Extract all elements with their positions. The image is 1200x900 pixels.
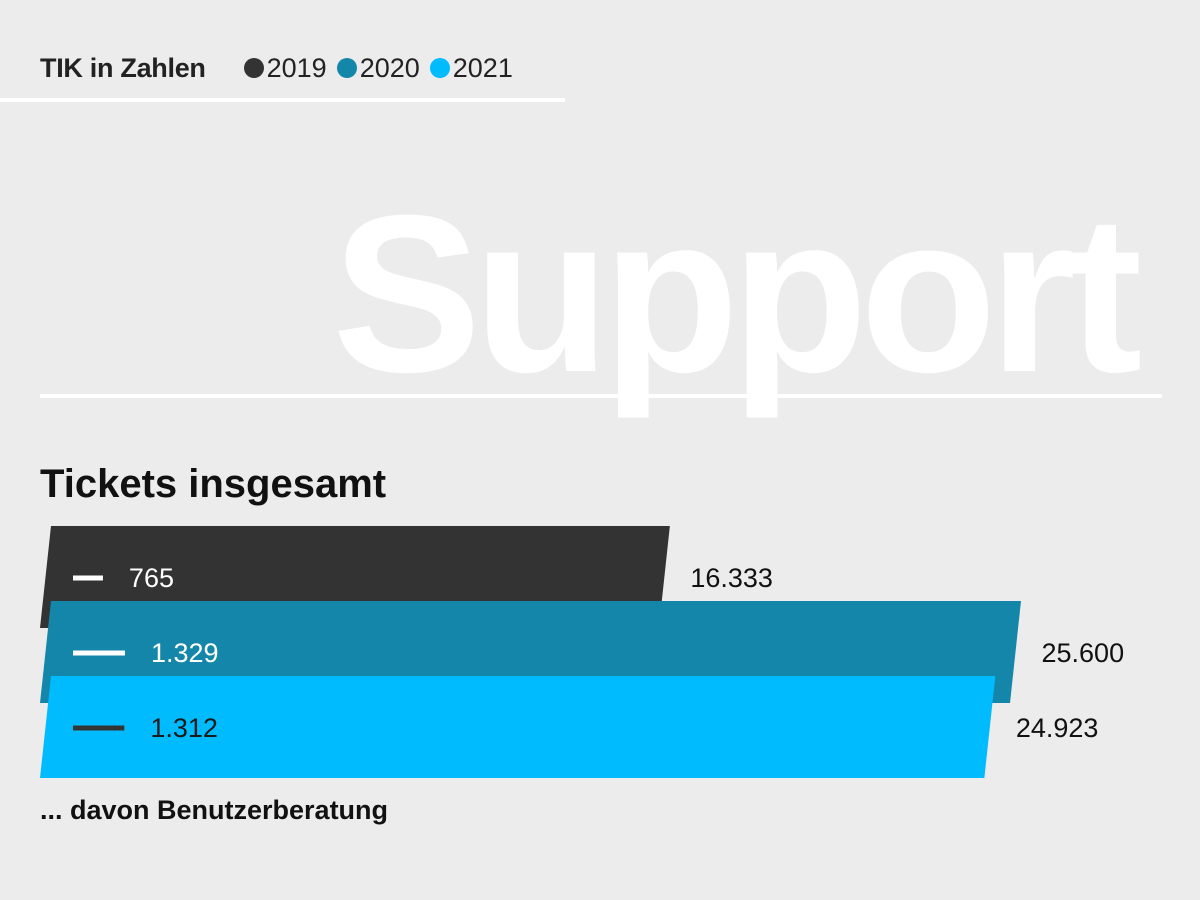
chart-footnote: ... davon Benutzerberatung [40,795,389,825]
page-title: TIK in Zahlen [40,52,206,83]
subset-value-label-2019: 765 [129,563,174,593]
subset-marker-2019 [73,575,103,581]
section-watermark: Support [332,169,1142,419]
chart-header: TIK in Zahlen 2019 2020 2021 [40,48,523,88]
legend-label-2019: 2019 [266,52,327,83]
chart-title: Tickets insgesamt [40,462,387,506]
legend-swatch-2021 [429,58,450,78]
legend-label-2020: 2020 [359,52,420,83]
legend-label-2021: 2021 [452,52,513,83]
subset-marker-2021 [73,725,125,731]
header-divider [0,98,565,102]
bar-2021 [40,676,996,778]
total-value-label-2021: 24.923 [1016,713,1099,743]
total-value-label-2019: 16.333 [690,563,773,593]
total-value-label-2020: 25.600 [1042,638,1125,668]
section-divider [40,394,1162,398]
subset-value-label-2020: 1.329 [151,638,219,668]
legend-item-2021: 2021 [429,52,513,84]
subset-value-label-2021: 1.312 [150,713,218,743]
legend-swatch-2020 [336,58,357,78]
bar-chart: 16.333 765 25.600 1.329 24.923 1.312 [40,526,1125,778]
legend: 2019 2020 2021 [243,52,523,84]
legend-item-2020: 2020 [336,52,420,84]
legend-swatch-2019 [243,58,264,78]
subset-marker-2020 [73,650,125,656]
legend-item-2019: 2019 [243,52,327,84]
